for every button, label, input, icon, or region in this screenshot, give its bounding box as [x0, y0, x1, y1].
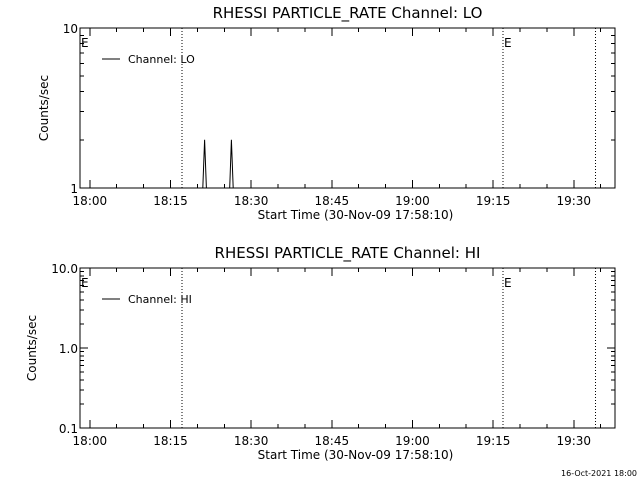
y-tick-label: 1 [70, 182, 78, 196]
series-line [200, 139, 235, 189]
x-tick-label: 18:00 [73, 434, 108, 448]
x-tick-label: 18:00 [73, 194, 108, 208]
x-tick-label: 18:45 [315, 434, 350, 448]
plot-frame [79, 27, 616, 189]
y-tick-label: 10 [63, 22, 78, 36]
x-tick-label: 18:45 [315, 194, 350, 208]
x-tick-label: 18:30 [234, 434, 269, 448]
chart-title: RHESSI PARTICLE_RATE Channel: HI [215, 244, 481, 263]
y-tick-label: 1.0 [59, 342, 78, 356]
legend-entry: Channel: LO [128, 53, 195, 66]
chart-panel-2: RHESSI PARTICLE_RATE Channel: HI 18:00 18:… [25, 244, 616, 462]
edge-event-label: E [81, 36, 89, 50]
x-axis-label: Start Time (30-Nov-09 17:58:10) [258, 208, 454, 222]
x-tick-label: 19:30 [556, 194, 591, 208]
chart-title: RHESSI PARTICLE_RATE Channel: LO [213, 4, 483, 23]
event-line-label: E [504, 276, 512, 290]
chart-panel-1: RHESSI PARTICLE_RATE Channel: LO 18:00 18:… [37, 4, 616, 222]
y-axis-label: Counts/sec [37, 75, 51, 141]
edge-event-label: E [81, 276, 89, 290]
x-tick-label: 19:00 [395, 194, 430, 208]
footer-timestamp: 16-Oct-2021 18:00 [561, 469, 637, 478]
y-tick-label: 0.1 [59, 422, 78, 436]
y-tick-label: 10.0 [51, 262, 78, 276]
x-tick-label: 19:15 [476, 434, 511, 448]
x-tick-label: 19:15 [476, 194, 511, 208]
plot-frame [79, 267, 616, 429]
x-axis-label: Start Time (30-Nov-09 17:58:10) [258, 448, 454, 462]
legend-entry: Channel: HI [128, 293, 192, 306]
x-tick-label: 18:30 [234, 194, 269, 208]
x-tick-label: 19:00 [395, 434, 430, 448]
x-tick-label: 18:15 [153, 194, 188, 208]
event-line-label: E [504, 36, 512, 50]
x-tick-label: 19:30 [556, 434, 591, 448]
x-tick-label: 18:15 [153, 434, 188, 448]
y-axis-label: Counts/sec [25, 315, 39, 381]
